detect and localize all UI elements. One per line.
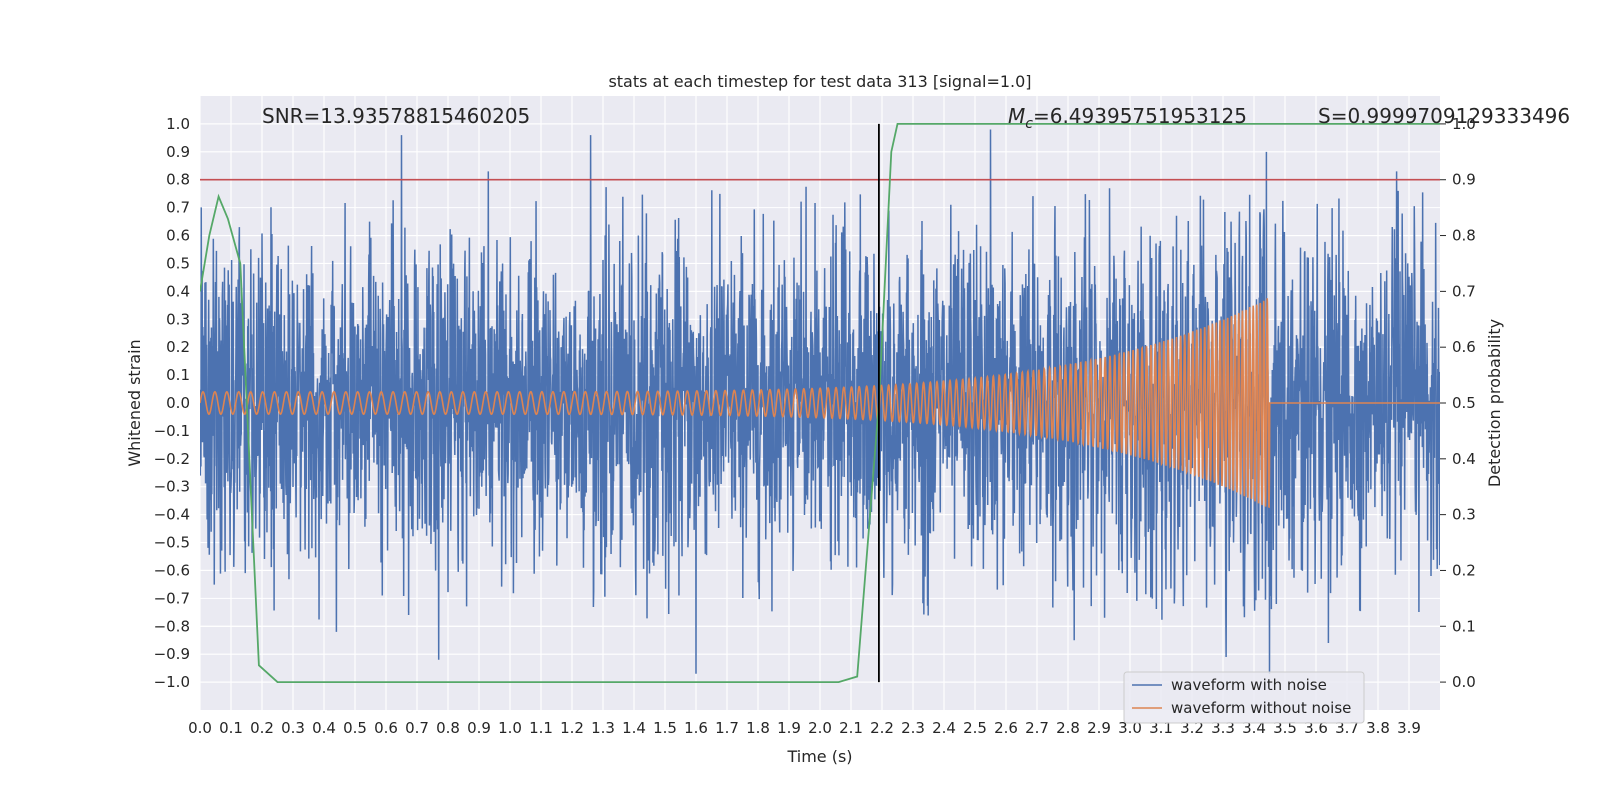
y-tick-label: 0.2 <box>166 338 190 356</box>
x-tick-label: 0.1 <box>219 719 243 737</box>
chart-title: stats at each timestep for test data 313… <box>608 72 1031 91</box>
y-tick-label: 1.0 <box>166 115 190 133</box>
y2-tick-label: 0.5 <box>1452 394 1476 412</box>
y2-tick-label: 0.7 <box>1452 282 1476 300</box>
chirp-mass-value: =6.49395751953125 <box>1033 104 1247 128</box>
legend-label-noisy: waveform with noise <box>1171 676 1327 694</box>
x-tick-label: 2.1 <box>839 719 863 737</box>
score-annotation: S=0.9999709129333496 <box>1318 104 1570 128</box>
y2-tick-label: 0.2 <box>1452 561 1476 579</box>
y-tick-label: 0.9 <box>166 143 190 161</box>
y2-tick-label: 0.9 <box>1452 171 1476 189</box>
legend: waveform with noise waveform without noi… <box>1123 671 1365 724</box>
y-tick-label: −0.1 <box>154 422 190 440</box>
chirp-mass-subscript: c <box>1025 116 1033 132</box>
chirp-mass-symbol: M <box>1008 104 1025 128</box>
x-tick-label: 2.3 <box>901 719 925 737</box>
y-tick-label: −0.4 <box>154 506 190 524</box>
y-tick-label: 0.3 <box>166 310 190 328</box>
x-tick-label: 1.9 <box>777 719 801 737</box>
data-layer <box>200 123 1440 683</box>
y-tick-label: −0.5 <box>154 534 190 552</box>
y-tick-label: 0.1 <box>166 366 190 384</box>
y2-axis-label: Detection probability <box>1485 319 1504 487</box>
x-tick-label: 1.7 <box>715 719 739 737</box>
x-axis-label: Time (s) <box>786 747 852 766</box>
y-tick-label: 0.5 <box>166 254 190 272</box>
x-tick-label: 0.5 <box>343 719 367 737</box>
y-tick-label: 0.4 <box>166 282 190 300</box>
x-tick-label: 2.9 <box>1087 719 1111 737</box>
x-tick-label: 3.9 <box>1397 719 1421 737</box>
chirp-mass-annotation: Mc=6.49395751953125 <box>1008 104 1247 132</box>
snr-annotation: SNR=13.93578815460205 <box>262 104 530 128</box>
y-axis-label: Whitened strain <box>125 339 144 466</box>
x-tick-label: 1.5 <box>653 719 677 737</box>
x-tick-label: 0.3 <box>281 719 305 737</box>
x-tick-label: 0.9 <box>467 719 491 737</box>
y-tick-label: 0.6 <box>166 227 190 245</box>
y-tick-label: −0.9 <box>154 645 190 663</box>
x-tick-label: 1.3 <box>591 719 615 737</box>
x-tick-label: 2.8 <box>1056 719 1080 737</box>
y-tick-label: −1.0 <box>154 673 190 691</box>
y-tick-label: −0.7 <box>154 589 190 607</box>
series-waveform-without-noise <box>200 298 1440 509</box>
y2-tick-label: 0.0 <box>1452 673 1476 691</box>
x-tick-label: 2.5 <box>963 719 987 737</box>
x-tick-label: 2.4 <box>932 719 956 737</box>
y-tick-label: −0.8 <box>154 617 190 635</box>
x-tick-label: 1.6 <box>684 719 708 737</box>
y-tick-label: −0.6 <box>154 561 190 579</box>
y-tick-label: 0.8 <box>166 171 190 189</box>
x-tick-label: 1.8 <box>746 719 770 737</box>
x-tick-label: 0.7 <box>405 719 429 737</box>
y-tick-label: −0.2 <box>154 450 190 468</box>
x-tick-label: 0.6 <box>374 719 398 737</box>
x-tick-label: 1.4 <box>622 719 646 737</box>
x-tick-label: 0.2 <box>250 719 274 737</box>
y2-tick-label: 0.8 <box>1452 227 1476 245</box>
x-tick-label: 1.0 <box>498 719 522 737</box>
y-tick-label: 0.0 <box>166 394 190 412</box>
x-tick-label: 2.7 <box>1025 719 1049 737</box>
x-tick-label: 3.8 <box>1366 719 1390 737</box>
legend-label-clean: waveform without noise <box>1171 699 1351 717</box>
x-tick-label: 0.4 <box>312 719 336 737</box>
x-tick-label: 2.2 <box>870 719 894 737</box>
x-tick-label: 0.0 <box>188 719 212 737</box>
x-tick-label: 1.1 <box>529 719 553 737</box>
legend-box <box>1123 671 1365 724</box>
y-tick-label: −0.3 <box>154 478 190 496</box>
y2-tick-label: 0.3 <box>1452 506 1476 524</box>
y2-tick-label: 0.6 <box>1452 338 1476 356</box>
x-tick-label: 1.2 <box>560 719 584 737</box>
y2-tick-label: 0.4 <box>1452 450 1476 468</box>
x-tick-label: 0.8 <box>436 719 460 737</box>
y2-tick-label: 1.0 <box>1452 115 1476 133</box>
y2-tick-label: 0.1 <box>1452 617 1476 635</box>
x-tick-label: 2.0 <box>808 719 832 737</box>
y-tick-label: 0.7 <box>166 199 190 217</box>
x-tick-label: 2.6 <box>994 719 1018 737</box>
series-detection-probability <box>200 123 1440 683</box>
